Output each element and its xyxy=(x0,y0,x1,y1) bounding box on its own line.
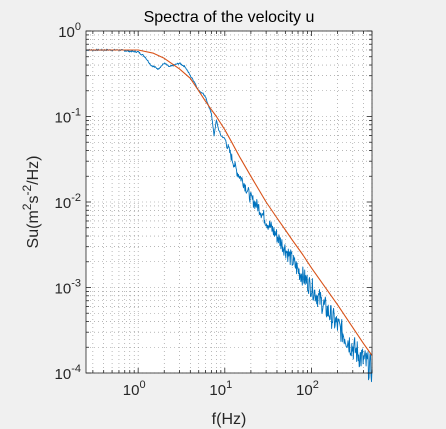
x-tick-label: 101 xyxy=(209,379,232,399)
y-axis-label: Su(m2s-2/Hz) xyxy=(20,156,42,249)
series-layer xyxy=(85,48,373,383)
x-tick-label: 100 xyxy=(123,379,146,399)
y-tick-label: 10-3 xyxy=(55,278,81,298)
series-measured-line xyxy=(85,48,373,383)
plot-area xyxy=(86,31,372,373)
series-fit-line xyxy=(86,49,373,356)
tick-labels: 100 101 102 10-4 10-3 10-2 10-1 100 xyxy=(55,21,319,399)
axis-ticks xyxy=(86,30,373,374)
x-tick-label: 102 xyxy=(296,379,319,399)
y-tick-label: 10-1 xyxy=(55,107,81,127)
chart-title: Spectra of the velocity u xyxy=(144,9,315,26)
y-tick-label: 10-4 xyxy=(55,363,81,383)
x-axis-label: f(Hz) xyxy=(212,411,247,428)
grid-lines xyxy=(86,30,373,374)
y-tick-label: 100 xyxy=(58,21,81,41)
y-tick-label: 10-2 xyxy=(55,192,81,212)
